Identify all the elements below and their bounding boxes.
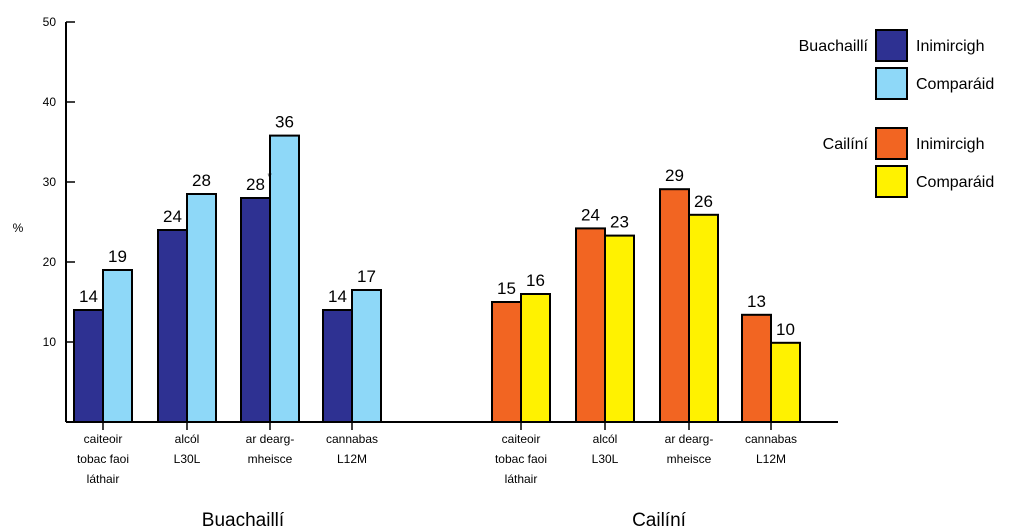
category-label: cannabas bbox=[745, 432, 797, 446]
category-label: L30L bbox=[592, 452, 619, 466]
significance-mark: * bbox=[268, 171, 273, 183]
category-label: L30L bbox=[174, 452, 201, 466]
bar bbox=[157, 229, 188, 423]
category-label: caiteoir bbox=[84, 432, 123, 446]
y-tick-label: 30 bbox=[43, 175, 57, 189]
data-label: 17 bbox=[357, 267, 376, 286]
legend-entry-label: Comparáid bbox=[916, 174, 994, 191]
bars bbox=[73, 134, 801, 423]
bar bbox=[659, 188, 690, 423]
bar bbox=[575, 227, 606, 423]
bar bbox=[520, 293, 551, 423]
y-axis-label: % bbox=[13, 221, 24, 235]
data-label: 29 bbox=[665, 166, 684, 185]
legend-entry-label: Comparáid bbox=[916, 76, 994, 93]
bar bbox=[269, 134, 300, 423]
data-label: 23 bbox=[610, 213, 629, 232]
bar bbox=[688, 213, 719, 423]
data-label: 13 bbox=[747, 292, 766, 311]
legend-swatch bbox=[875, 29, 908, 62]
category-label: mheisce bbox=[667, 452, 712, 466]
data-label: 28 bbox=[246, 175, 265, 194]
category-label: alcól bbox=[593, 432, 618, 446]
data-label: 15 bbox=[497, 279, 516, 298]
legend-swatch bbox=[875, 165, 908, 198]
data-label: 24 bbox=[581, 205, 600, 224]
legend-swatch bbox=[875, 67, 908, 100]
legend-entry-label: Inimircigh bbox=[916, 136, 984, 153]
y-tick-label: 10 bbox=[43, 335, 57, 349]
group-label: Cailíní bbox=[632, 510, 687, 531]
legend-swatch bbox=[875, 127, 908, 160]
data-label: 28 bbox=[192, 171, 211, 190]
y-tick-label: 40 bbox=[43, 95, 57, 109]
category-label: caiteoir bbox=[502, 432, 541, 446]
data-label: 19 bbox=[108, 247, 127, 266]
data-label: 14 bbox=[79, 287, 98, 306]
legend-entry-label: Inimircigh bbox=[916, 38, 984, 55]
bar bbox=[604, 234, 635, 423]
data-label: 24 bbox=[163, 207, 182, 226]
category-label: ar dearg- bbox=[665, 432, 714, 446]
group-label: Buachaillí bbox=[202, 510, 285, 531]
category-label: tobac faoi bbox=[495, 452, 547, 466]
data-label: 10 bbox=[776, 320, 795, 339]
bar bbox=[491, 301, 522, 423]
legend: Inimircigh Comparáid Buachaillí Inimircigh C… bbox=[799, 29, 994, 198]
bar bbox=[73, 309, 104, 423]
bar bbox=[322, 309, 353, 423]
category-label: ar dearg- bbox=[246, 432, 295, 446]
category-label: L12M bbox=[337, 452, 367, 466]
category-label: mheisce bbox=[248, 452, 293, 466]
category-label: tobac faoi bbox=[77, 452, 129, 466]
y-tick-label: 20 bbox=[43, 255, 57, 269]
data-label: 16 bbox=[526, 271, 545, 290]
legend-group-label: Cailíní bbox=[823, 136, 869, 153]
legend-group-label: Buachaillí bbox=[799, 38, 869, 55]
bar bbox=[741, 313, 772, 423]
bar bbox=[102, 269, 133, 423]
category-label: alcól bbox=[175, 432, 200, 446]
bar bbox=[240, 197, 271, 423]
category-label: láthair bbox=[87, 472, 120, 486]
category-label: L12M bbox=[756, 452, 786, 466]
category-label: cannabas bbox=[326, 432, 378, 446]
category-label: láthair bbox=[505, 472, 538, 486]
bar bbox=[186, 193, 217, 423]
data-label: 36 bbox=[275, 113, 294, 132]
bar bbox=[770, 341, 801, 423]
category-labels: caiteoir tobac faoi láthair alcól L30L ar dea… bbox=[77, 432, 797, 531]
data-label: 14 bbox=[328, 287, 347, 306]
y-tick-label: 50 bbox=[43, 15, 57, 29]
data-label: 26 bbox=[694, 192, 713, 211]
bar bbox=[351, 289, 382, 423]
